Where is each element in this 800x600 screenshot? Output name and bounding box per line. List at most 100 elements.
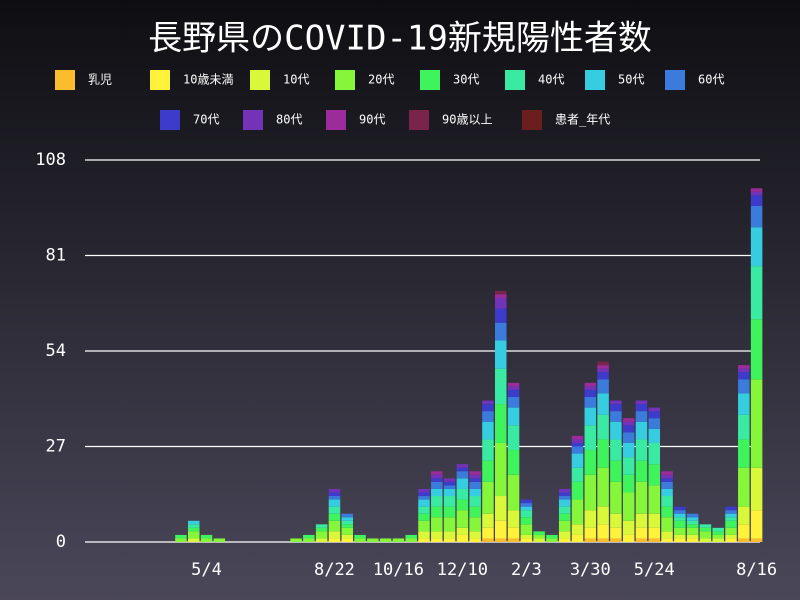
bar-segment <box>610 400 622 405</box>
bar-segment <box>418 506 430 514</box>
bar-segment <box>431 496 443 507</box>
bar-segment <box>571 439 584 443</box>
bar-segment <box>597 439 609 468</box>
bar-segment <box>661 538 673 542</box>
bar-segment <box>494 340 507 369</box>
bar-segment <box>674 538 686 542</box>
bar-segment <box>661 481 673 489</box>
bar-segment <box>187 520 200 525</box>
bar-segment <box>418 496 430 500</box>
bar-segment <box>622 492 635 521</box>
bar-segment <box>699 524 712 528</box>
legend-label: 患者_年代 <box>555 113 610 127</box>
bar-segment <box>482 460 494 482</box>
bar-segment <box>328 520 341 532</box>
y-tick-label: 108 <box>35 150 66 170</box>
bar-segment <box>482 411 494 422</box>
bar-segment <box>341 517 354 521</box>
legend-label: 40代 <box>538 73 564 87</box>
bar-segment <box>456 478 469 489</box>
legend-label: 80代 <box>276 113 302 127</box>
bar-segment <box>418 492 430 497</box>
bar-segment <box>482 421 494 440</box>
bar-segment <box>494 442 507 497</box>
bar-segment <box>494 322 507 341</box>
x-tick-label: 12/10 <box>437 560 488 580</box>
bar-segment <box>520 538 533 542</box>
legend-swatch <box>150 70 170 90</box>
bar-segment <box>648 411 661 419</box>
bar-segment <box>494 538 507 542</box>
bar-segment <box>635 538 648 542</box>
bar-segment <box>469 488 481 497</box>
bar-segment <box>686 534 699 539</box>
bar-segment <box>456 499 469 511</box>
bar-segment <box>712 531 724 535</box>
x-tick-label: 5/4 <box>191 560 222 580</box>
bar-segment <box>341 527 354 535</box>
bar-segment <box>328 513 341 521</box>
bar-segment <box>520 534 533 539</box>
legend-swatch <box>250 70 270 90</box>
bar-segment <box>520 517 533 525</box>
bar-segment <box>507 527 520 539</box>
bar-segment <box>674 506 686 511</box>
bar-segment <box>405 534 417 539</box>
bar-segment <box>738 524 750 539</box>
bar-segment <box>584 474 597 511</box>
bar-segment <box>610 513 622 528</box>
bar-segment <box>584 396 597 408</box>
bar-segment <box>725 510 737 514</box>
bar-segment <box>520 506 533 511</box>
bar-segment <box>750 227 763 267</box>
bar-segment <box>456 510 469 528</box>
bar-segment <box>456 527 469 535</box>
bar-segment <box>418 499 430 507</box>
x-tick-label: 3/30 <box>570 560 611 580</box>
bar-segment <box>418 513 430 521</box>
bar-segment <box>610 421 622 440</box>
bar-segment <box>405 538 417 542</box>
bar-segment <box>648 407 661 412</box>
bar-segment <box>635 400 648 405</box>
bar-segment <box>661 531 673 539</box>
bar-segment <box>379 538 392 542</box>
bar-segment <box>571 442 584 447</box>
bar-segment <box>546 534 558 539</box>
bar-segment <box>187 538 200 542</box>
legend-label: 90歳以上 <box>442 113 492 127</box>
bar-segment <box>674 527 686 535</box>
bar-segment <box>584 425 597 451</box>
bar-segment <box>520 524 533 535</box>
bar-segment <box>187 527 200 532</box>
bar-segment <box>469 538 481 542</box>
y-tick-label: 81 <box>46 246 66 266</box>
legend-label: 90代 <box>359 113 385 127</box>
bar-segment <box>303 534 315 539</box>
bar-segment <box>610 460 622 482</box>
bar-segment <box>507 474 520 511</box>
bar-segment <box>469 506 481 518</box>
bar-segment <box>686 524 699 528</box>
bar-segment <box>738 368 750 373</box>
x-tick-label: 10/16 <box>373 560 424 580</box>
bar-segment <box>750 195 763 206</box>
bar-segment <box>686 513 699 518</box>
legend-swatch <box>665 70 685 90</box>
bar-segment <box>584 386 597 390</box>
bar-segment <box>431 538 443 542</box>
bar-segment <box>750 266 763 320</box>
bar-segment <box>341 524 354 528</box>
legend-swatch <box>409 110 429 130</box>
bar-segment <box>418 538 430 542</box>
bar-segment <box>610 411 622 422</box>
bar-segment <box>635 481 648 514</box>
bar-segment <box>431 517 443 532</box>
bar-segment <box>213 538 226 542</box>
bar-segment <box>187 524 200 528</box>
bar-segment <box>725 506 737 511</box>
bar-segment <box>712 534 724 539</box>
bar-segment <box>750 467 763 511</box>
bar-segment <box>494 496 507 521</box>
bar-segment <box>584 450 597 475</box>
